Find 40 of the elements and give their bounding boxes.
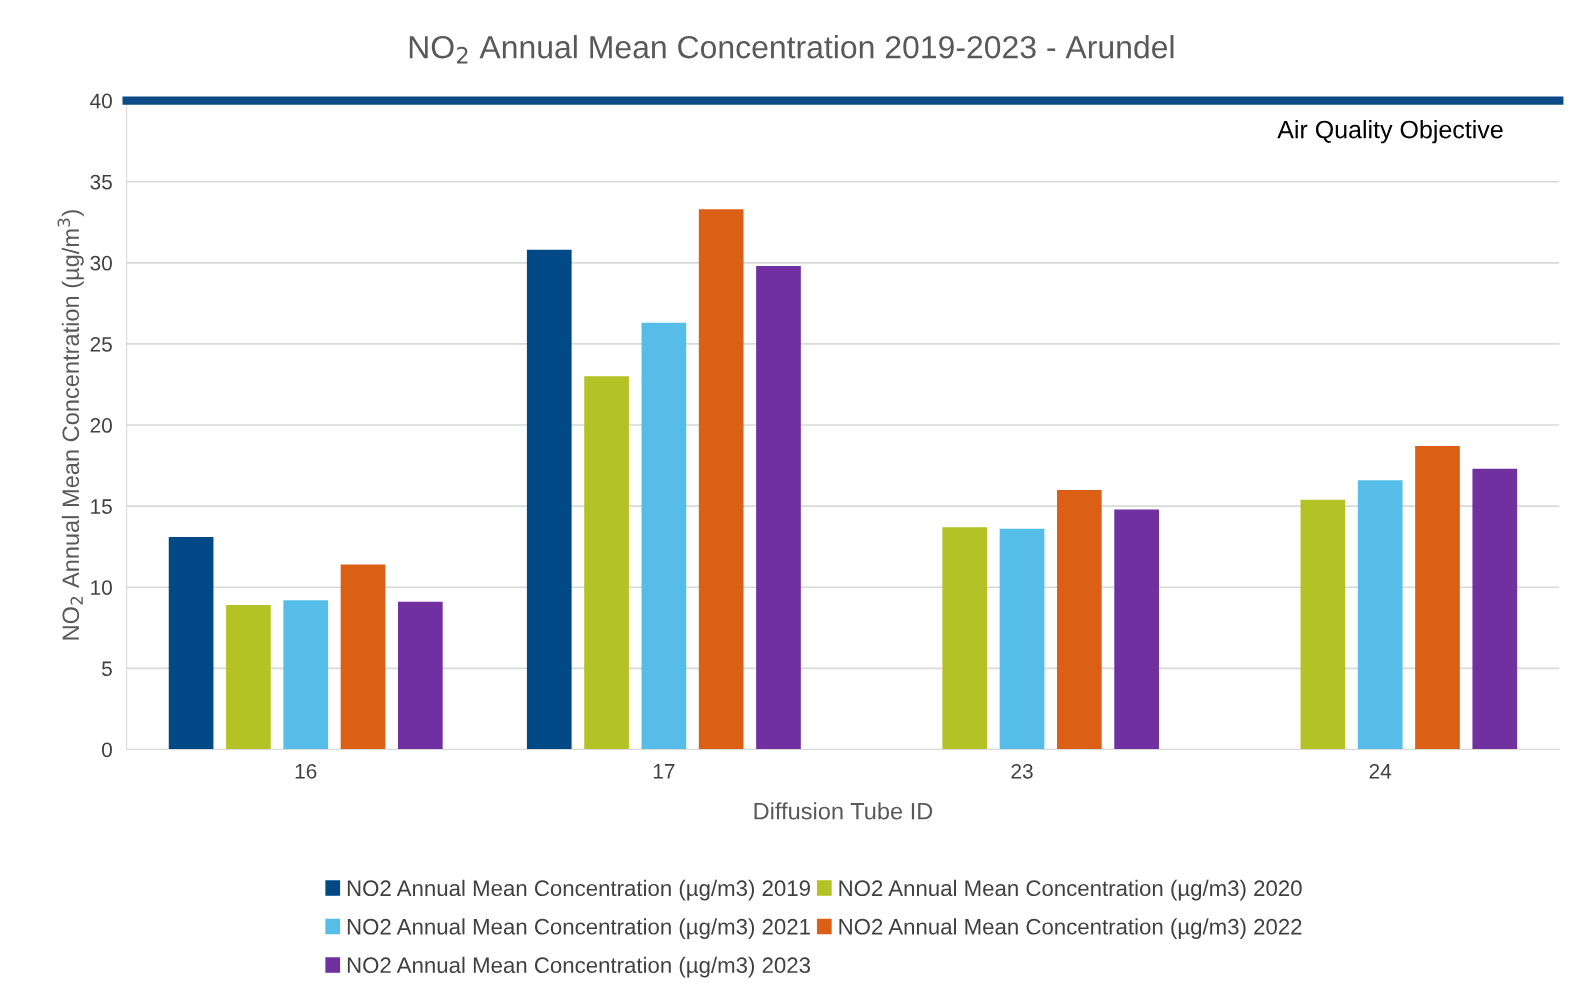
x-tick-label: 24 bbox=[1369, 763, 1392, 779]
ref-line-label: Air Quality Objective bbox=[1277, 120, 1503, 144]
bar bbox=[1472, 468, 1518, 750]
bar bbox=[226, 605, 271, 750]
y-tick-label: 20 bbox=[90, 418, 112, 433]
bar bbox=[698, 209, 744, 750]
bar bbox=[1114, 509, 1159, 750]
legend-label: NO2 Annual Mean Concentration (µg/m3) 2020 bbox=[839, 879, 1302, 901]
y-tick-label: 25 bbox=[90, 336, 112, 352]
x-tick-label: 23 bbox=[1011, 763, 1033, 779]
y-tick-label: 35 bbox=[90, 174, 112, 190]
bar bbox=[168, 536, 214, 750]
bar bbox=[756, 266, 801, 750]
x-axis-title: Diffusion Tube ID bbox=[754, 802, 933, 820]
bar bbox=[1300, 499, 1346, 750]
bar bbox=[584, 376, 629, 750]
y-tick-label: 30 bbox=[90, 255, 112, 271]
x-tick-label: 16 bbox=[295, 763, 317, 779]
bar bbox=[641, 322, 687, 750]
legend-label: NO2 Annual Mean Concentration (µg/m3) 2019 bbox=[347, 879, 810, 901]
y-axis-title: NO$_{2}$ Annual Mean Concentration (µg/m$^{3}$) bbox=[57, 210, 84, 640]
bar bbox=[397, 601, 443, 750]
bar bbox=[526, 249, 572, 750]
legend-label: NO2 Annual Mean Concentration (µg/m3) 2023 bbox=[347, 956, 811, 978]
bar bbox=[942, 527, 988, 750]
chart-title: NO$_{2}$ Annual Mean Concentration 2019-2023 - Arundel bbox=[409, 35, 1174, 64]
bar bbox=[999, 528, 1045, 750]
y-tick-label: 10 bbox=[91, 580, 112, 596]
y-tick-label: 5 bbox=[102, 661, 112, 677]
legend-label: NO2 Annual Mean Concentration (µg/m3) 2021 bbox=[347, 918, 810, 939]
bar bbox=[1056, 489, 1102, 750]
bar bbox=[1357, 480, 1403, 750]
bar bbox=[340, 564, 386, 750]
x-tick-label: 17 bbox=[653, 764, 675, 779]
bar bbox=[1415, 446, 1460, 750]
y-tick-label: 0 bbox=[101, 742, 112, 758]
y-tick-label: 40 bbox=[90, 93, 112, 109]
legend-label: NO2 Annual Mean Concentration (µg/m3) 2022 bbox=[839, 918, 1302, 939]
bar bbox=[283, 600, 329, 750]
y-tick-label: 15 bbox=[91, 499, 112, 514]
